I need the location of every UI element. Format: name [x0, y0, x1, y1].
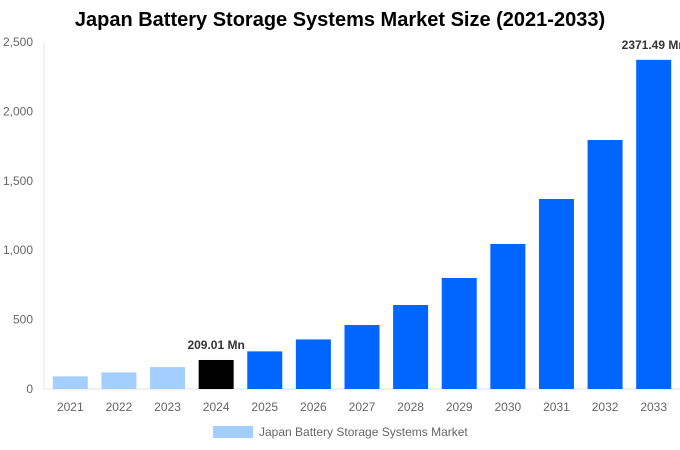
data-label: 209.01 Mn: [187, 338, 244, 352]
x-tick-label: 2028: [397, 400, 424, 414]
bar: [247, 351, 283, 389]
y-tick-label: 2,500: [3, 35, 33, 49]
legend[interactable]: Japan Battery Storage Systems Market: [213, 425, 468, 439]
x-tick-label: 2029: [446, 400, 473, 414]
chart-title: Japan Battery Storage Systems Market Siz…: [74, 9, 606, 31]
bar: [587, 139, 623, 389]
x-tick-label: 2023: [154, 400, 181, 414]
x-tick-label: 2032: [592, 400, 619, 414]
x-tick-label: 2033: [640, 400, 667, 414]
bar: [393, 305, 429, 389]
bar: [441, 277, 477, 389]
bar: [538, 198, 574, 389]
bar: [150, 367, 186, 389]
bar: [636, 59, 672, 389]
x-tick-label: 2024: [203, 400, 230, 414]
bar: [344, 325, 380, 389]
y-tick-label: 0: [26, 382, 33, 396]
bar: [198, 359, 234, 389]
bar: [52, 376, 88, 389]
y-tick-label: 1,500: [3, 174, 33, 188]
y-tick-label: 1,000: [3, 243, 33, 257]
legend-label: Japan Battery Storage Systems Market: [259, 425, 468, 439]
bar: [490, 243, 526, 389]
x-tick-label: 2030: [494, 400, 521, 414]
x-tick-label: 2026: [300, 400, 327, 414]
x-tick-label: 2022: [106, 400, 133, 414]
bar: [101, 372, 137, 389]
legend-swatch: [213, 426, 253, 438]
y-tick-label: 500: [13, 313, 33, 327]
x-tick-label: 2021: [57, 400, 84, 414]
x-tick-label: 2025: [251, 400, 278, 414]
x-tick-label: 2031: [543, 400, 570, 414]
data-label: 2371.49 Mn: [622, 38, 680, 52]
y-tick-label: 2,000: [3, 104, 33, 118]
x-tick-label: 2027: [349, 400, 376, 414]
bar: [295, 339, 331, 389]
